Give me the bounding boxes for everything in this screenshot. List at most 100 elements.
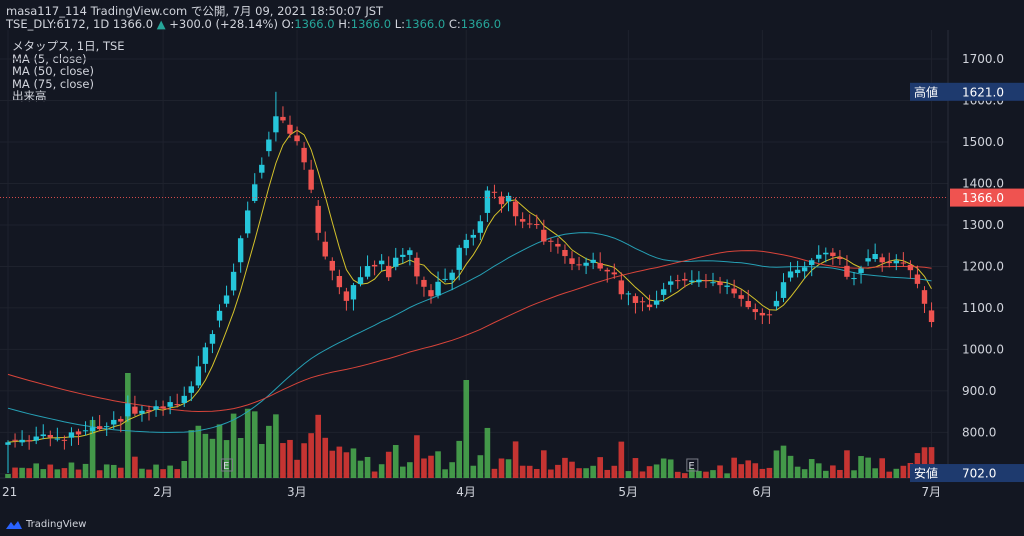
legend-ma50[interactable]: MA (50, close) xyxy=(12,64,94,79)
candle[interactable] xyxy=(96,426,103,430)
candle[interactable] xyxy=(378,260,385,265)
candle[interactable] xyxy=(287,124,293,134)
candle[interactable] xyxy=(160,406,166,409)
candle[interactable] xyxy=(414,257,420,277)
candle[interactable] xyxy=(47,434,53,438)
candle[interactable] xyxy=(470,234,476,238)
earnings-marker[interactable] xyxy=(686,458,699,472)
candle[interactable] xyxy=(823,252,829,255)
candle[interactable] xyxy=(5,442,11,445)
candle[interactable] xyxy=(590,259,596,263)
candle[interactable] xyxy=(505,195,512,202)
candle[interactable] xyxy=(259,164,265,173)
candle[interactable] xyxy=(893,260,899,264)
candle[interactable] xyxy=(745,301,751,308)
candle[interactable] xyxy=(386,265,392,278)
candle[interactable] xyxy=(245,210,251,234)
candle[interactable] xyxy=(541,229,547,242)
candle[interactable] xyxy=(308,169,314,190)
candle[interactable] xyxy=(914,274,921,284)
candle[interactable] xyxy=(639,301,646,303)
candle[interactable] xyxy=(858,268,864,273)
legend-volume[interactable]: 出来高 xyxy=(12,89,47,104)
candle[interactable] xyxy=(33,436,39,441)
candle[interactable] xyxy=(660,289,667,295)
candle[interactable] xyxy=(449,272,455,280)
candle[interactable] xyxy=(167,402,173,407)
candle[interactable] xyxy=(611,272,617,275)
candle[interactable] xyxy=(54,438,61,440)
candle[interactable] xyxy=(237,238,244,263)
candle[interactable] xyxy=(280,116,286,121)
candle[interactable] xyxy=(125,403,131,417)
candle[interactable] xyxy=(132,406,138,414)
candle[interactable] xyxy=(576,264,582,266)
candle[interactable] xyxy=(195,366,202,386)
candle[interactable] xyxy=(928,310,935,323)
candle[interactable] xyxy=(512,201,519,217)
candle[interactable] xyxy=(724,285,730,287)
candle[interactable] xyxy=(794,269,801,274)
candle[interactable] xyxy=(773,300,780,307)
candle[interactable] xyxy=(675,280,681,282)
candle[interactable] xyxy=(696,279,702,283)
candle[interactable] xyxy=(646,304,653,308)
candle[interactable] xyxy=(907,264,914,271)
candle[interactable] xyxy=(717,281,723,286)
candle[interactable] xyxy=(371,264,378,267)
candle[interactable] xyxy=(89,427,96,432)
candle[interactable] xyxy=(12,439,18,441)
candle[interactable] xyxy=(273,116,279,133)
candle[interactable] xyxy=(19,439,25,443)
candle[interactable] xyxy=(61,439,68,441)
candle[interactable] xyxy=(111,419,117,425)
candle[interactable] xyxy=(632,296,639,303)
candle[interactable] xyxy=(618,280,625,295)
candle[interactable] xyxy=(689,280,695,283)
candle[interactable] xyxy=(787,271,794,278)
candle[interactable] xyxy=(82,430,89,432)
candle[interactable] xyxy=(153,406,159,410)
candle[interactable] xyxy=(668,281,674,285)
candle[interactable] xyxy=(604,269,610,272)
candle[interactable] xyxy=(294,135,300,142)
candle[interactable] xyxy=(809,260,815,265)
candle[interactable] xyxy=(266,139,272,152)
candle[interactable] xyxy=(442,278,448,280)
candle[interactable] xyxy=(555,243,561,247)
candle[interactable] xyxy=(583,262,589,266)
tradingview-brand[interactable]: TradingView xyxy=(6,519,86,530)
candle[interactable] xyxy=(407,250,413,255)
earnings-marker[interactable] xyxy=(221,458,234,472)
candle[interactable] xyxy=(780,282,787,298)
candle[interactable] xyxy=(146,410,152,412)
candle[interactable] xyxy=(188,386,194,393)
candle[interactable] xyxy=(759,312,766,316)
candle[interactable] xyxy=(400,254,406,257)
candle[interactable] xyxy=(477,221,484,233)
candle[interactable] xyxy=(456,247,462,270)
candle[interactable] xyxy=(548,240,554,242)
candle[interactable] xyxy=(216,310,223,321)
candle[interactable] xyxy=(336,276,343,288)
candle[interactable] xyxy=(118,418,124,422)
candle[interactable] xyxy=(830,252,836,257)
candle[interactable] xyxy=(498,196,505,205)
candle[interactable] xyxy=(837,257,843,259)
candle[interactable] xyxy=(484,190,491,213)
candle[interactable] xyxy=(463,239,469,249)
candle[interactable] xyxy=(230,271,237,291)
candle[interactable] xyxy=(435,281,441,296)
candle[interactable] xyxy=(851,278,857,280)
candle[interactable] xyxy=(428,290,434,297)
candle[interactable] xyxy=(865,258,871,262)
candle[interactable] xyxy=(752,309,758,313)
candle[interactable] xyxy=(703,280,709,282)
candle[interactable] xyxy=(738,295,744,299)
candle[interactable] xyxy=(653,300,660,305)
candle[interactable] xyxy=(223,295,230,304)
candle[interactable] xyxy=(393,257,399,267)
candle[interactable] xyxy=(252,184,258,201)
candle[interactable] xyxy=(301,147,307,163)
